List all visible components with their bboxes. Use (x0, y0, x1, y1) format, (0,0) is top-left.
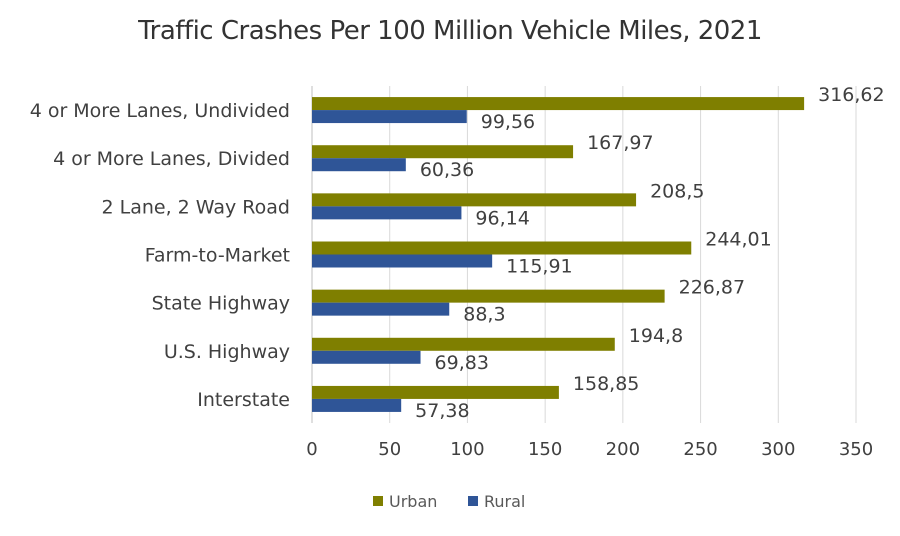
legend-swatch-rural (468, 496, 478, 506)
urban-data-label: 158,85 (573, 373, 639, 395)
bars (312, 97, 805, 412)
urban-bar (312, 289, 665, 303)
x-axis-ticks: 0 50 100 150 200 250 300 350 (306, 439, 873, 460)
category-label: State Highway (152, 293, 290, 315)
rural-bar (312, 206, 462, 220)
x-tick-label: 150 (528, 439, 562, 460)
x-tick-label: 50 (378, 439, 401, 460)
rural-data-label: 99,56 (481, 111, 535, 133)
rural-bar (312, 110, 467, 124)
urban-bar (312, 385, 559, 399)
urban-data-label: 167,97 (587, 132, 653, 154)
urban-data-label: 194,8 (629, 325, 683, 347)
legend-label-urban: Urban (389, 492, 437, 511)
urban-data-label: 244,01 (705, 229, 771, 251)
x-tick-label: 100 (450, 439, 484, 460)
category-labels: 4 or More Lanes, Undivided 4 or More Lane… (30, 100, 290, 411)
category-label: 2 Lane, 2 Way Road (102, 196, 290, 218)
legend-swatch-urban (373, 496, 383, 506)
urban-bar (312, 241, 692, 255)
chart-title: Traffic Crashes Per 100 Million Vehicle … (138, 16, 762, 46)
rural-bar (312, 302, 450, 316)
legend-label-rural: Rural (484, 492, 525, 511)
rural-data-label: 88,3 (463, 304, 505, 326)
urban-data-label: 226,87 (679, 277, 745, 299)
urban-bar (312, 337, 615, 351)
x-tick-label: 300 (761, 439, 795, 460)
x-tick-label: 350 (839, 439, 873, 460)
x-tick-label: 200 (606, 439, 640, 460)
rural-bar (312, 254, 493, 268)
category-label: 4 or More Lanes, Undivided (30, 100, 290, 122)
legend: Urban Rural (373, 492, 525, 511)
category-label: 4 or More Lanes, Divided (53, 148, 290, 170)
category-label: U.S. Highway (164, 341, 290, 363)
urban-data-label: 316,62 (818, 84, 884, 106)
rural-data-label: 96,14 (475, 207, 529, 229)
rural-data-label: 60,36 (420, 159, 474, 181)
urban-bar (312, 97, 805, 111)
category-label: Farm-to-Market (145, 245, 290, 267)
category-label: Interstate (197, 389, 290, 411)
urban-bar (312, 145, 574, 159)
rural-bar (312, 158, 406, 172)
urban-bar (312, 193, 637, 207)
rural-data-label: 57,38 (415, 400, 469, 422)
rural-bar (312, 350, 421, 364)
rural-data-label: 69,83 (435, 352, 489, 374)
urban-data-label: 208,5 (650, 180, 704, 202)
x-tick-label: 250 (683, 439, 717, 460)
data-labels: 316,62 99,56 167,97 60,36 208,5 96,14 244,01 11… (415, 84, 884, 422)
x-tick-label: 0 (306, 439, 317, 460)
rural-data-label: 115,91 (506, 256, 572, 278)
rural-bar (312, 398, 402, 412)
